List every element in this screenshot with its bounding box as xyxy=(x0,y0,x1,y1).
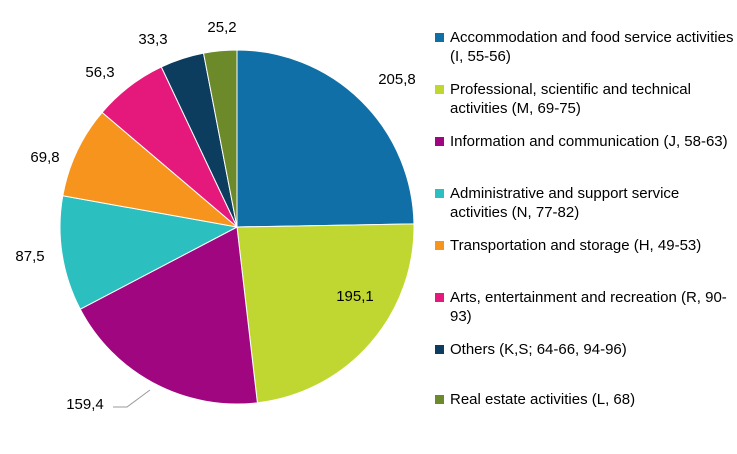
pie-slice xyxy=(59,195,239,310)
legend-label: Accommodation and food service activitie… xyxy=(450,29,734,65)
legend-swatch xyxy=(435,241,444,250)
legend-item: Real estate activities (L, 68) xyxy=(435,390,737,409)
legend-label: Professional, scientific and technical a… xyxy=(450,81,691,117)
data-label: 33,3 xyxy=(138,31,167,48)
pie-slice xyxy=(79,226,258,405)
legend-label: Information and communication (J, 58-63) xyxy=(450,133,728,150)
pie-slice xyxy=(236,49,415,228)
legend-swatch xyxy=(435,189,444,198)
legend-item: Information and communication (J, 58-63) xyxy=(435,132,737,151)
legend-swatch xyxy=(435,293,444,302)
legend-item: Accommodation and food service activitie… xyxy=(435,28,737,66)
legend-swatch xyxy=(435,137,444,146)
legend-label: Real estate activities (L, 68) xyxy=(450,391,636,408)
legend-item: Arts, entertainment and recreation (R, 9… xyxy=(435,288,737,326)
legend-label: Administrative and support service activ… xyxy=(450,185,680,221)
legend-item: Administrative and support service activ… xyxy=(435,184,737,222)
pie-slice xyxy=(62,111,239,228)
legend-item: Others (K,S; 64-66, 94-96) xyxy=(435,340,737,359)
legend-label: Arts, entertainment and recreation (R, 9… xyxy=(450,289,727,325)
data-label: 195,1 xyxy=(336,288,374,305)
data-label: 69,8 xyxy=(30,149,59,166)
data-label: 25,2 xyxy=(207,19,236,36)
legend-swatch xyxy=(435,85,444,94)
data-label: 87,5 xyxy=(15,248,44,265)
legend-item: Transportation and storage (H, 49-53) xyxy=(435,236,737,255)
legend-label: Others (K,S; 64-66, 94-96) xyxy=(450,341,627,358)
data-label: 205,8 xyxy=(378,71,416,88)
pie-slice xyxy=(202,49,238,228)
data-label: 56,3 xyxy=(85,64,114,81)
legend-item: Professional, scientific and technical a… xyxy=(435,80,737,118)
data-label: 159,4 xyxy=(66,396,104,413)
legend-swatch xyxy=(435,395,444,404)
legend-swatch xyxy=(435,345,444,354)
leader-line xyxy=(113,389,151,408)
pie-slice xyxy=(236,223,415,404)
legend-label: Transportation and storage (H, 49-53) xyxy=(450,237,702,254)
legend-swatch xyxy=(435,33,444,42)
